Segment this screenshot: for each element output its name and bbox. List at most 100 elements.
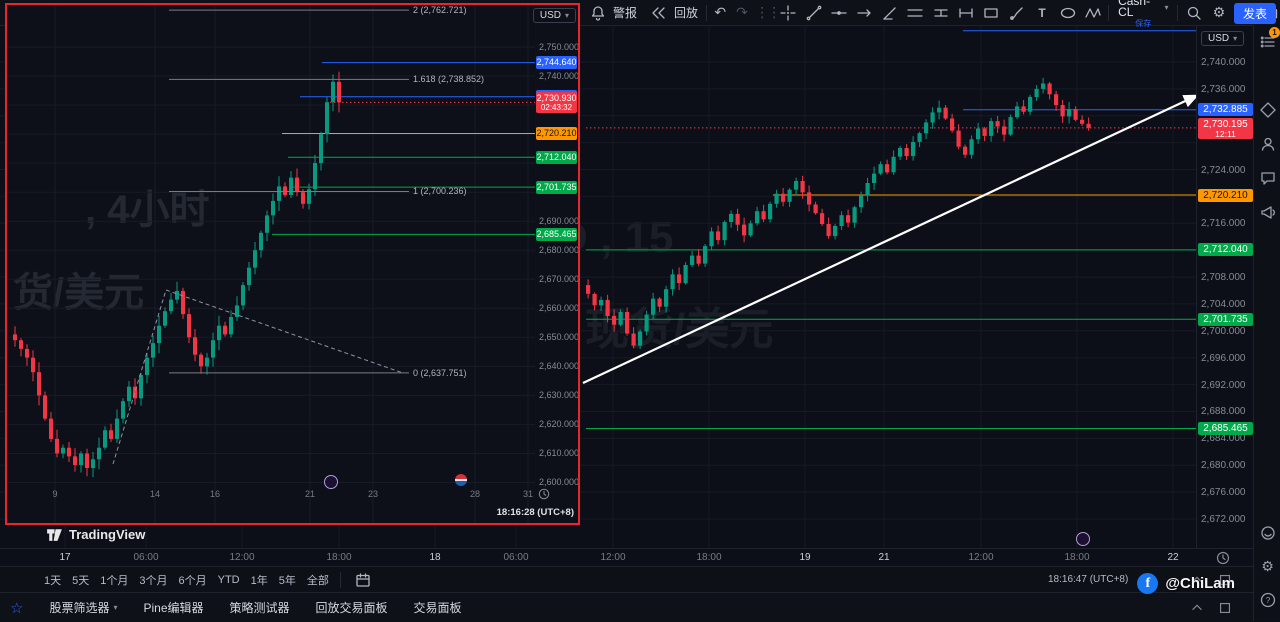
go-to-date-calendar-icon[interactable] [352, 569, 374, 591]
range-1m[interactable]: 1个月 [100, 575, 129, 587]
ellipse-tool-icon[interactable] [1057, 2, 1077, 24]
tab-replay-trading-panel[interactable]: 回放交易面板 [315, 601, 388, 615]
divider [339, 572, 341, 588]
support-headset-icon[interactable] [1254, 127, 1280, 161]
watchlist-panel-icon[interactable]: 1 [1254, 25, 1280, 59]
currency-unit-toggle[interactable]: USD ▾ [532, 8, 576, 23]
axis-price-label: 2,640.000 [539, 361, 580, 372]
layout-save-status[interactable]: 保存 [1135, 19, 1152, 28]
range-1d[interactable]: 1天 [44, 575, 62, 587]
axis-price-label: 2,736.000 [1201, 83, 1246, 95]
publish-button[interactable]: 发表 [1233, 3, 1276, 24]
ray-tool-icon[interactable] [854, 2, 874, 24]
inset-chart-window[interactable]: , 4小时 货/美元 2 (2,762.721) 1.618 (2,738.852… [5, 3, 580, 525]
axis-price-label: 2,708.000 [1201, 272, 1246, 284]
quick-search-icon[interactable] [1183, 2, 1203, 24]
timezone-clock-icon[interactable] [538, 487, 550, 505]
axis-price-label: 2,740.000 [1201, 57, 1246, 68]
price-badge-orange: 2,720.210 [536, 127, 577, 140]
drag-handle[interactable]: ⋮⋮ [755, 4, 781, 20]
maximize-panel-icon[interactable] [1217, 572, 1233, 591]
chevron-up-icon[interactable] [1189, 600, 1205, 619]
ideas-diamond-icon[interactable] [1254, 93, 1280, 127]
chat-icon[interactable] [1254, 161, 1280, 195]
axis-price-label: 2,620.000 [539, 419, 580, 430]
settings-gear-icon[interactable]: ⚙ [1212, 4, 1226, 20]
tradingview-logo[interactable]: TradingView [45, 525, 145, 544]
chevron-up-icon[interactable] [1189, 572, 1205, 591]
parallel-channel-tool-icon[interactable] [905, 2, 925, 24]
pattern-tool-icon[interactable] [956, 2, 976, 24]
axis-price-label: 2,680.000 [539, 245, 580, 256]
inset-time-axis[interactable]: 9 14 16 21 23 28 31 [7, 486, 535, 500]
axis-price-label: 2,688.000 [1201, 406, 1246, 418]
time-label: 06:00 [503, 552, 529, 563]
undo-icon[interactable]: ↶ [714, 4, 727, 20]
time-label: 18:00 [1064, 552, 1090, 563]
axis-price-label: 2,750.000 [539, 42, 580, 52]
layout-name: Cash-CL [1118, 0, 1151, 19]
facebook-icon: f [1137, 573, 1159, 594]
axis-price-label: 2,630.000 [539, 390, 580, 401]
economic-event-marker-icon[interactable] [455, 474, 467, 486]
text-tool-icon[interactable]: T [1032, 2, 1052, 24]
replay-button[interactable]: 回放 [645, 2, 701, 24]
axis-price-label: 2,740.000 [539, 71, 580, 82]
tab-trading-panel[interactable]: 交易面板 [413, 601, 462, 615]
horizontal-line-tool-icon[interactable] [829, 2, 849, 24]
author-name: @ChiLam [1165, 575, 1235, 592]
range-5y[interactable]: 5年 [278, 575, 296, 587]
chevron-down-icon: ▾ [1164, 2, 1169, 12]
watchlist-star-icon[interactable]: ☆ [10, 599, 24, 617]
timezone-clock-icon[interactable] [1216, 551, 1230, 570]
axis-price-label: 2,716.000 [1201, 218, 1246, 230]
range-6m[interactable]: 6个月 [178, 575, 207, 587]
community-icon[interactable] [1254, 516, 1280, 550]
currency-unit-toggle[interactable]: USD ▾ [1201, 31, 1245, 46]
settings-gear-icon[interactable]: ⚙ [1261, 558, 1274, 574]
inset-plot-area[interactable]: 2 (2,762.721) 1.618 (2,738.852) 1 (2,700.2… [7, 5, 535, 523]
tab-stock-screener[interactable]: 股票筛选器 ▾ [49, 601, 118, 615]
inset-current-time-clock: 18:16:28 (UTC+8) [496, 507, 574, 518]
time-label: 12:00 [968, 552, 994, 563]
tab-pine-editor[interactable]: Pine编辑器 [143, 601, 204, 615]
axis-price-label: 2,660.000 [539, 303, 580, 314]
news-megaphone-icon[interactable] [1254, 195, 1280, 229]
price-badge-blue: 2,732.885 [1198, 103, 1253, 117]
maximize-panel-icon[interactable] [1217, 600, 1233, 619]
bottom-panel-tabs: ☆ 股票筛选器 ▾ Pine编辑器 策略测试器 回放交易面板 交易面板 [0, 592, 1253, 622]
range-1y[interactable]: 1年 [250, 575, 268, 587]
rectangle-tool-icon[interactable] [981, 2, 1001, 24]
range-5d[interactable]: 5天 [72, 575, 90, 587]
axis-price-label: 2,684.000 [1201, 433, 1246, 445]
help-icon[interactable]: ? [1254, 583, 1280, 617]
trend-angle-tool-icon[interactable] [880, 2, 900, 24]
svg-text:?: ? [1265, 596, 1270, 605]
alert-button[interactable]: 警报 [584, 2, 640, 24]
time-axis[interactable]: 17 06:00 12:00 18:00 18 06:00 12:00 18:00 19 21 12… [0, 548, 1253, 567]
range-3m[interactable]: 3个月 [139, 575, 168, 587]
tab-strategy-tester[interactable]: 策略测试器 [229, 601, 290, 615]
layout-selector[interactable]: Cash-CL ▾ 保存 [1114, 0, 1172, 29]
main-price-axis[interactable]: 2,740.000 2,736.000 2,724.000 2,716.000 2,70… [1196, 25, 1254, 548]
time-label: 18:00 [696, 552, 722, 563]
trendline-tool-icon[interactable] [804, 2, 824, 24]
range-ytd[interactable]: YTD [217, 574, 240, 586]
xabcd-pattern-tool-icon[interactable] [1083, 2, 1103, 24]
time-label: 31 [522, 489, 534, 499]
time-label: 06:00 [133, 552, 159, 563]
crosshair-tool-icon[interactable] [778, 2, 798, 24]
range-all[interactable]: 全部 [306, 575, 329, 587]
axis-price-label: 2,724.000 [1201, 164, 1246, 176]
time-label: 21 [304, 489, 316, 499]
right-sidebar: 1 ⚙ ? [1253, 25, 1280, 621]
fib-level-label: 2 (2,762.721) [413, 5, 467, 16]
replay-marker-icon[interactable] [324, 475, 338, 489]
time-label: 9 [52, 489, 58, 499]
redo-icon[interactable]: ↷ [736, 4, 748, 20]
brush-tool-icon[interactable] [1007, 2, 1027, 24]
replay-marker-icon[interactable] [1076, 532, 1090, 546]
chevron-down-icon: ▾ [113, 603, 118, 612]
position-tool-icon[interactable] [931, 2, 951, 24]
inset-price-axis[interactable]: 2,750.000 2,740.000 2,690.000 2,680.000 2,67… [535, 5, 578, 523]
